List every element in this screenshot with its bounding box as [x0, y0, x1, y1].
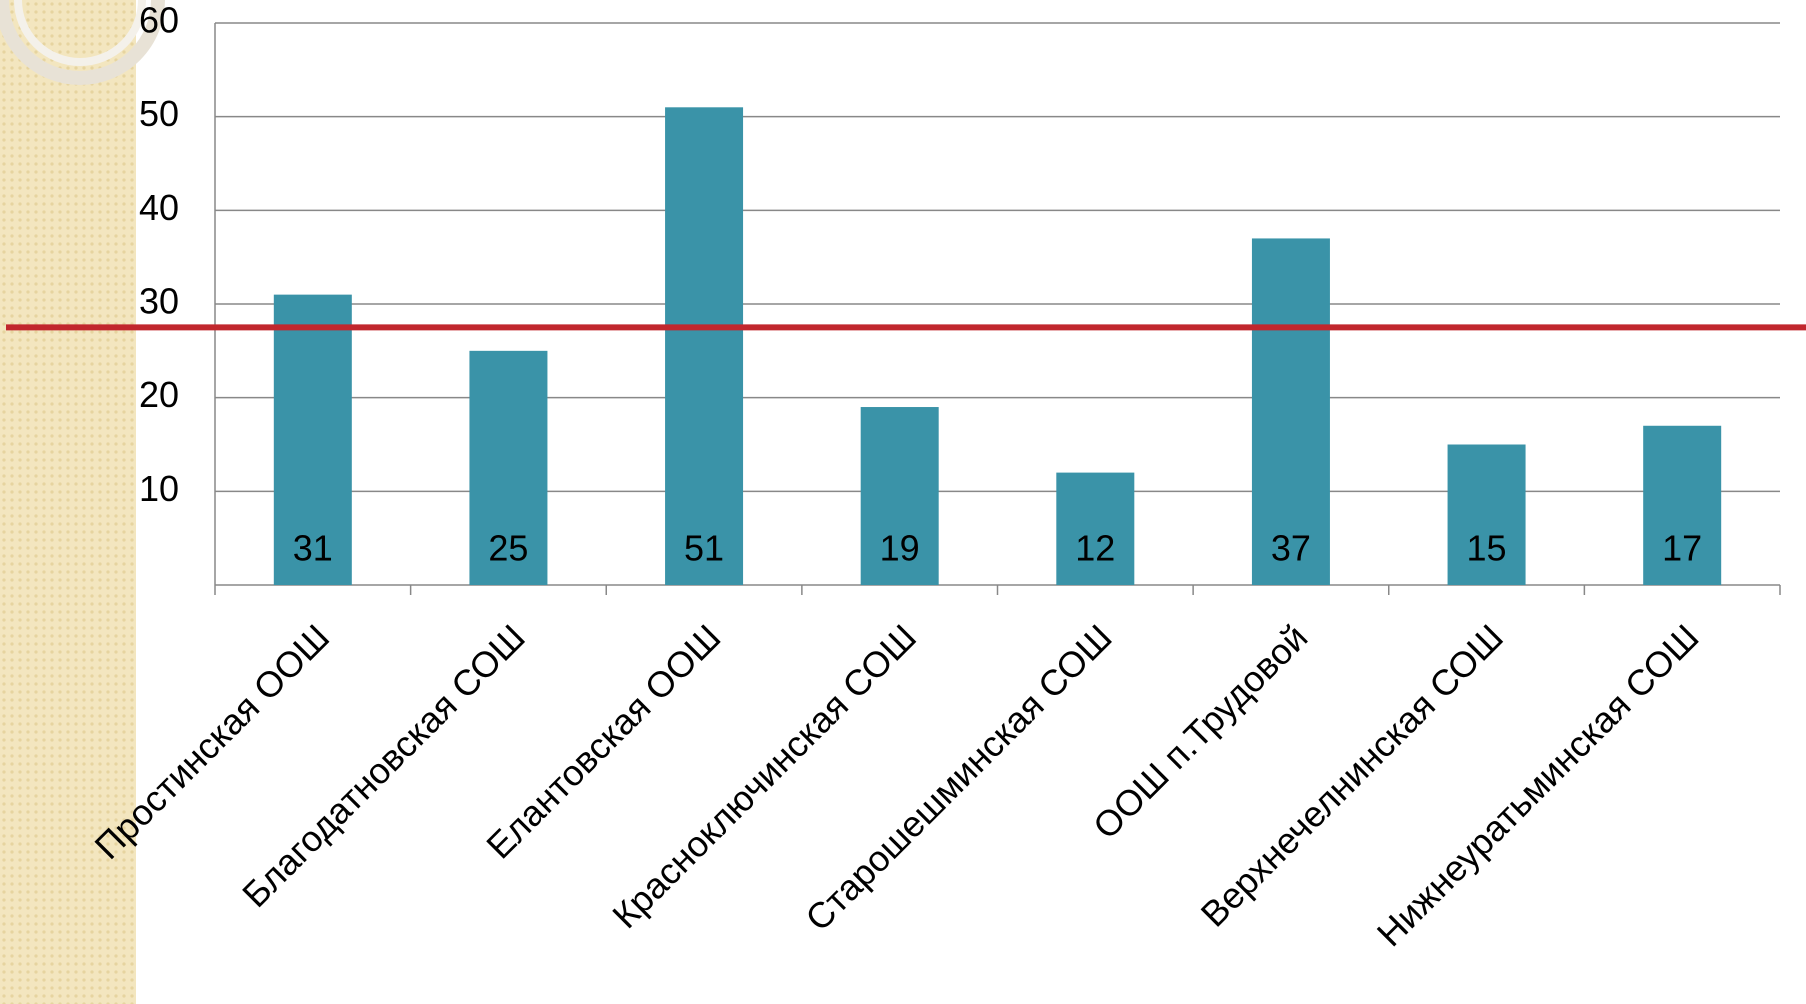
value-label: 19 [880, 528, 920, 569]
value-label: 12 [1075, 528, 1115, 569]
bar [1251, 238, 1330, 585]
y-tick-label: 50 [139, 93, 179, 134]
bar [1643, 425, 1722, 585]
value-label: 37 [1271, 528, 1311, 569]
value-label: 31 [293, 528, 333, 569]
value-label: 17 [1662, 528, 1702, 569]
bar [273, 294, 352, 585]
bar [860, 407, 939, 585]
y-tick-label: 40 [139, 187, 179, 228]
y-tick-label: 10 [139, 468, 179, 509]
y-tick-label: 30 [139, 281, 179, 322]
decor-ring [0, 0, 165, 85]
value-label: 51 [684, 528, 724, 569]
x-tick-label: Нижнеуратьминская СОШ [1369, 616, 1707, 954]
y-tick-label: 60 [139, 0, 179, 41]
decor-ring [14, 0, 146, 66]
bar [1056, 472, 1135, 585]
y-tick-label: 20 [139, 374, 179, 415]
bar [469, 350, 548, 585]
bar [665, 107, 744, 586]
value-label: 15 [1467, 528, 1507, 569]
side-stripe [0, 0, 136, 1004]
x-tick-label: ООШ п.Трудовой [1085, 616, 1315, 846]
value-label: 25 [488, 528, 528, 569]
bar [1447, 444, 1526, 585]
